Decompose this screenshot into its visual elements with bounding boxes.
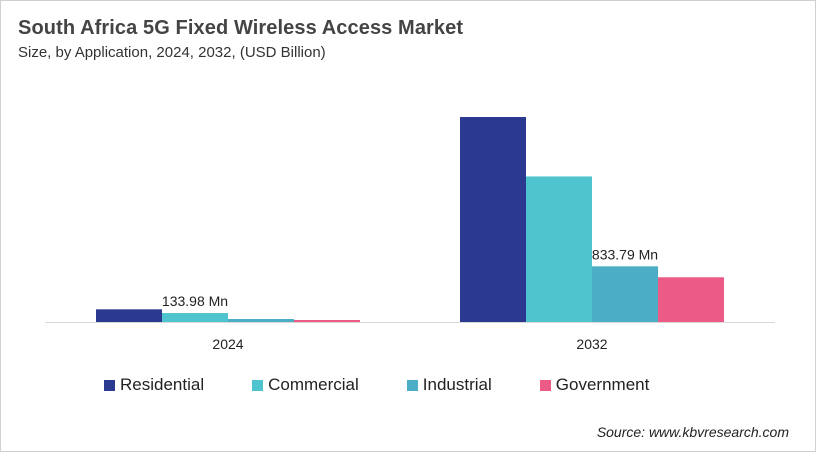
bar-commercial-2024 (162, 313, 228, 322)
bar-government-2024 (294, 319, 360, 322)
legend-swatch-government (539, 379, 551, 391)
data-label: 833.79 Mn (592, 246, 658, 262)
legend: Residential Commercial Industrial Govern… (104, 375, 697, 395)
bar-residential-2024 (96, 309, 162, 322)
chart-title: South Africa 5G Fixed Wireless Access Ma… (18, 17, 464, 39)
x-tick-label: 2032 (576, 336, 607, 352)
legend-label: Commercial (268, 375, 359, 394)
legend-swatch-residential (104, 379, 115, 391)
legend-label: Residential (120, 375, 205, 394)
legend-swatch-commercial (252, 379, 264, 391)
bar-industrial-2024 (228, 318, 294, 322)
bar-industrial-2032 (592, 266, 658, 322)
legend-item-industrial: Industrial (406, 375, 492, 395)
source-note: Source: www.kbvresearch.com (596, 424, 789, 440)
legend-item-residential: Residential (104, 375, 204, 395)
chart-subtitle: Size, by Application, 2024, 2032, (USD B… (18, 44, 326, 61)
legend-item-commercial: Commercial (252, 375, 359, 395)
data-label: 133.98 Mn (162, 293, 228, 309)
legend-item-government: Government (539, 375, 650, 395)
bar-government-2032 (658, 277, 724, 322)
legend-swatch-industrial (406, 379, 418, 391)
bar-commercial-2032 (526, 176, 592, 322)
bar-residential-2032 (460, 117, 526, 322)
x-tick-label: 2024 (212, 336, 243, 352)
legend-label: Government (555, 375, 650, 394)
legend-label: Industrial (422, 375, 492, 394)
